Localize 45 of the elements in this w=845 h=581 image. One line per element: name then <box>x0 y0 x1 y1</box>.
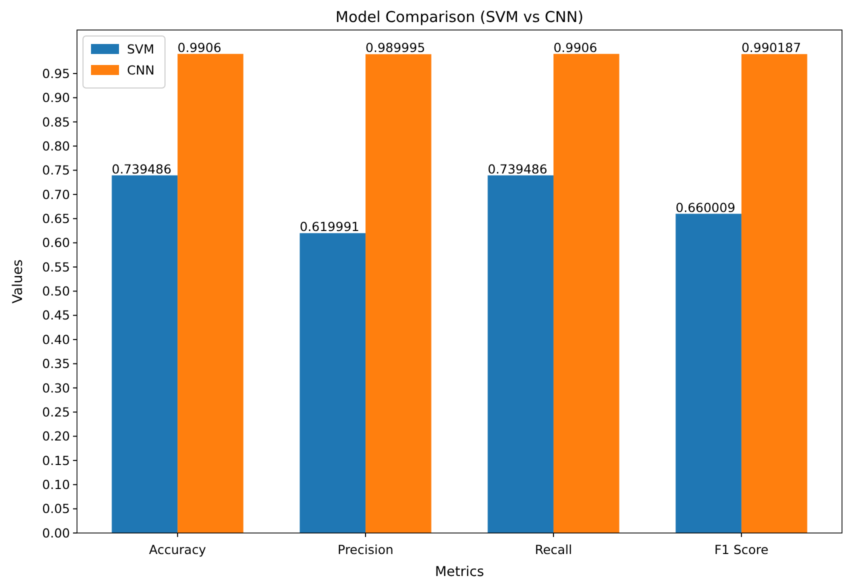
y-tick-label: 0.85 <box>42 114 70 130</box>
y-tick-label: 0.75 <box>42 162 70 178</box>
y-tick-label: 0.95 <box>42 66 70 81</box>
y-tick-label: 0.10 <box>42 477 70 492</box>
y-tick-label: 0.15 <box>42 452 70 468</box>
x-tick-label: F1 Score <box>714 542 769 557</box>
data-label: 0.739486 <box>488 161 548 176</box>
y-tick-label: 0.55 <box>42 259 70 274</box>
bar <box>488 175 554 533</box>
y-tick-label: 0.05 <box>42 501 70 516</box>
y-tick-label: 0.30 <box>42 380 70 396</box>
y-axis-title: Values <box>10 259 26 304</box>
bar <box>366 54 432 533</box>
bar <box>676 214 742 533</box>
data-label: 0.990187 <box>741 40 802 56</box>
x-tick-label: Accuracy <box>149 542 207 557</box>
data-label: 0.989995 <box>366 40 426 56</box>
chart-title: Model Comparison (SVM vs CNN) <box>336 8 584 26</box>
y-tick-label: 0.40 <box>42 332 70 347</box>
y-tick-label: 0.35 <box>42 356 70 372</box>
y-tick-label: 0.00 <box>42 525 70 540</box>
y-tick-label: 0.50 <box>42 284 70 299</box>
legend-label: CNN <box>127 62 154 78</box>
x-tick-label: Recall <box>534 542 572 557</box>
bar <box>112 175 178 533</box>
data-label: 0.9906 <box>178 40 222 55</box>
y-tick-label: 0.45 <box>42 308 70 323</box>
legend-label: SVM <box>127 41 154 56</box>
bar <box>553 54 620 533</box>
y-tick-label: 0.20 <box>42 428 70 444</box>
y-tick-label: 0.60 <box>42 235 70 250</box>
data-label: 0.660009 <box>676 200 736 215</box>
y-tick-label: 0.70 <box>42 186 70 202</box>
data-label: 0.9906 <box>553 40 598 55</box>
bar <box>300 233 366 533</box>
bar <box>178 54 244 533</box>
x-tick-label: Precision <box>338 542 394 557</box>
y-tick-label: 0.90 <box>42 90 70 106</box>
y-tick-label: 0.25 <box>42 404 70 420</box>
y-tick-label: 0.80 <box>42 138 70 154</box>
x-axis-title: Metrics <box>434 564 484 580</box>
data-label: 0.619991 <box>300 219 360 234</box>
data-label: 0.739486 <box>112 161 172 176</box>
y-tick-label: 0.65 <box>42 211 70 226</box>
bar <box>741 54 808 533</box>
